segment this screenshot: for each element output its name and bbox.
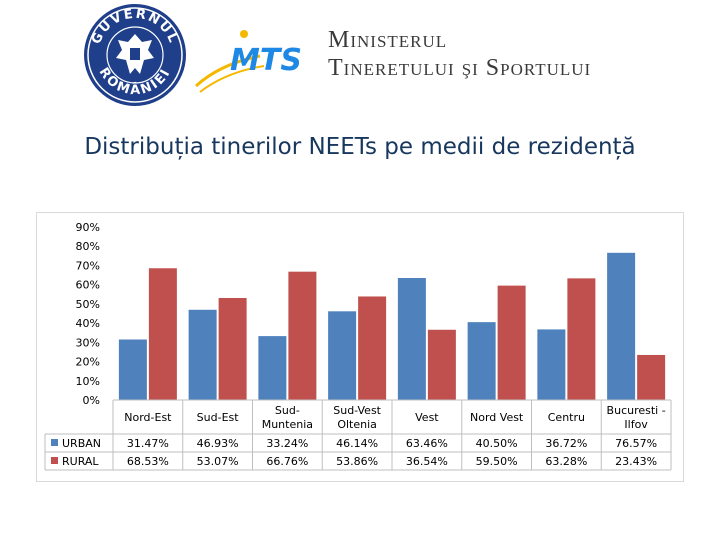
y-tick-label: 70%	[76, 259, 100, 272]
bar-rural	[148, 268, 177, 400]
data-label: 63.28%	[545, 455, 587, 468]
header: GUVERNUL ROMÂNIEI MTS Ministerul Tineret…	[0, 0, 720, 120]
category-label: Centru	[548, 411, 585, 424]
legend-swatch-urban	[51, 439, 58, 446]
mts-logo-text: MTS	[230, 43, 302, 78]
y-tick-label: 60%	[76, 279, 100, 292]
legend-label-rural: RURAL	[62, 455, 99, 468]
data-label: 76.57%	[615, 437, 657, 450]
data-label: 53.86%	[336, 455, 378, 468]
category-label: Vest	[415, 411, 439, 424]
bar-rural	[497, 285, 526, 400]
data-label: 66.76%	[266, 455, 308, 468]
data-table: Nord-Est Sud-Est Sud-Muntenia Sud-VestOlten…	[44, 399, 672, 471]
bar-urban	[537, 329, 566, 400]
y-tick-label: 30%	[76, 336, 100, 349]
chart-frame: 0% 10% 20% 30% 40% 50% 60% 70% 80% 90% Nord-Est Su…	[36, 212, 684, 482]
data-label: 40.50%	[476, 437, 518, 450]
y-tick-label: 0%	[83, 394, 100, 407]
ministry-line-1: Ministerul	[328, 27, 448, 53]
data-label: 59.50%	[476, 455, 518, 468]
bar-rural	[637, 354, 666, 400]
eagle-emblem-icon	[116, 34, 154, 74]
data-label: 36.54%	[406, 455, 448, 468]
mts-logo: MTS	[194, 30, 302, 93]
data-label: 31.47%	[127, 437, 169, 450]
data-label: 53.07%	[197, 455, 239, 468]
bar-urban	[258, 336, 287, 400]
bar-urban	[607, 252, 636, 400]
y-tick-label: 50%	[76, 298, 100, 311]
category-label: Oltenia	[337, 418, 377, 431]
category-label: Bucuresti -	[607, 404, 666, 417]
data-label: 46.93%	[197, 437, 239, 450]
bar-urban	[397, 278, 426, 400]
bar-chart: 0% 10% 20% 30% 40% 50% 60% 70% 80% 90% Nord-Est Su…	[44, 221, 672, 471]
y-tick-label: 10%	[76, 375, 100, 388]
data-label: 46.14%	[336, 437, 378, 450]
category-label: Sud-Vest	[333, 404, 381, 417]
y-axis: 0% 10% 20% 30% 40% 50% 60% 70% 80% 90%	[76, 221, 100, 407]
category-label: Nord Vest	[470, 411, 524, 424]
data-label: 23.43%	[615, 455, 657, 468]
bar-urban	[118, 339, 147, 400]
bar-rural	[567, 278, 596, 400]
figure-head-icon	[240, 30, 248, 38]
data-label: 68.53%	[127, 455, 169, 468]
bar-urban	[188, 309, 217, 400]
legend-label-urban: URBAN	[62, 437, 101, 450]
category-label: Nord-Est	[124, 411, 172, 424]
y-tick-label: 20%	[76, 356, 100, 369]
data-label: 33.24%	[266, 437, 308, 450]
category-label: Sud-Est	[197, 411, 240, 424]
y-tick-label: 90%	[76, 221, 100, 234]
government-seal-logo: GUVERNUL ROMÂNIEI	[84, 4, 186, 106]
bar-rural	[288, 271, 317, 400]
bar-urban	[328, 311, 357, 400]
bar-rural	[358, 296, 387, 400]
ministry-name: Ministerul Tineretului şi Sportului	[328, 26, 591, 82]
bars	[118, 252, 666, 400]
y-tick-label: 40%	[76, 317, 100, 330]
category-label: Sud-	[275, 404, 300, 417]
ministry-line-2: Tineretului şi Sportului	[328, 55, 592, 81]
y-tick-label: 80%	[76, 240, 100, 253]
data-label: 63.46%	[406, 437, 448, 450]
chart-title: Distribuția tinerilor NEETs pe medii de …	[84, 134, 636, 160]
bar-urban	[467, 322, 496, 400]
category-label: Muntenia	[262, 418, 313, 431]
legend-swatch-rural	[51, 457, 58, 464]
bar-rural	[427, 329, 456, 400]
category-label: Ilfov	[624, 418, 648, 431]
bar-rural	[218, 297, 247, 400]
data-label: 36.72%	[545, 437, 587, 450]
